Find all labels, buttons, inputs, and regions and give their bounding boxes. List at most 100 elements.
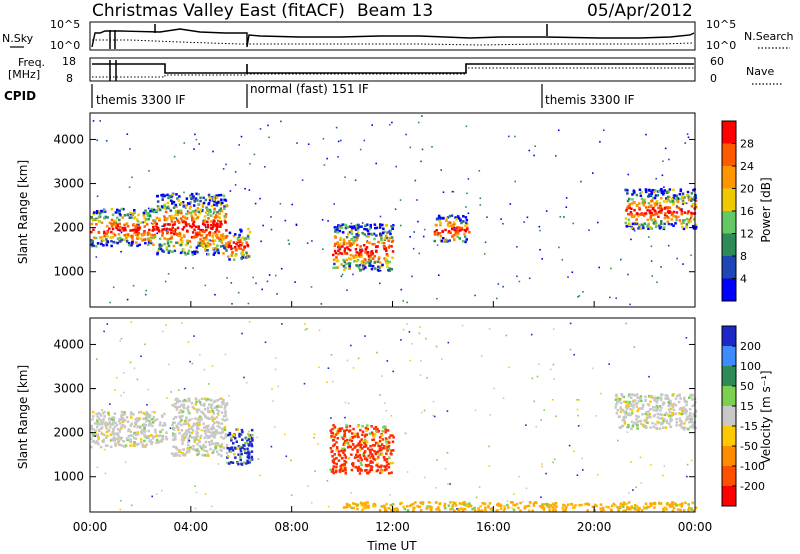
heatmap-cell: [390, 245, 393, 248]
heatmap-cell: [642, 226, 645, 230]
heatmap-cell: [96, 242, 100, 245]
heatmap-cell: [375, 234, 378, 237]
heatmap-cell: [250, 442, 253, 446]
heatmap-cell: [667, 503, 671, 507]
heatmap-cell: [249, 459, 252, 462]
scatter-cell: [464, 235, 466, 238]
heatmap-cell: [463, 232, 466, 236]
heatmap-cell: [641, 413, 644, 416]
heatmap-cell: [240, 243, 243, 247]
heatmap-cell: [179, 416, 182, 420]
heatmap-cell: [195, 430, 198, 434]
heatmap-cell: [123, 411, 126, 414]
scatter-cell: [259, 197, 261, 200]
heatmap-cell: [585, 502, 589, 505]
heatmap-cell: [209, 427, 213, 430]
scatter-cell: [303, 382, 306, 385]
heatmap-cell: [143, 423, 146, 426]
heatmap-cell: [645, 411, 648, 414]
heatmap-cell: [384, 430, 387, 434]
heatmap-cell: [673, 194, 677, 197]
scatter-cell: [465, 206, 467, 208]
scatter-cell: [680, 427, 683, 429]
heatmap-cell: [383, 465, 386, 468]
heatmap-cell: [679, 397, 682, 400]
scatter-cell: [486, 216, 488, 218]
heatmap-cell: [111, 422, 115, 425]
heatmap-cell: [123, 234, 126, 237]
heatmap-cell: [352, 254, 355, 258]
heatmap-cell: [147, 212, 150, 215]
heatmap-cell: [171, 223, 175, 227]
scatter-cell: [505, 334, 508, 337]
scatter-cell: [682, 263, 684, 265]
scatter-cell: [506, 500, 509, 502]
heatmap-cell: [164, 237, 167, 240]
scatter-cell: [214, 293, 216, 296]
heatmap-cell: [185, 417, 188, 420]
heatmap-cell: [451, 507, 454, 510]
heatmap-cell: [170, 231, 173, 235]
heatmap-cell: [120, 207, 123, 211]
heatmap-cell: [175, 205, 178, 208]
heatmap-cell: [220, 443, 224, 446]
heatmap-cell: [98, 210, 101, 213]
heatmap-cell: [354, 502, 357, 506]
heatmap-cell: [694, 426, 697, 430]
heatmap-cell: [355, 251, 358, 254]
heatmap-cell: [626, 192, 629, 195]
scatter-cell: [411, 275, 413, 278]
heatmap-cell: [670, 197, 674, 201]
scatter-cell: [162, 330, 164, 333]
heatmap-cell: [202, 201, 206, 205]
heatmap-cell: [334, 470, 338, 474]
heatmap-cell: [362, 440, 365, 443]
heatmap-cell: [178, 232, 182, 235]
heatmap-cell: [366, 504, 369, 507]
heatmap-cell: [148, 214, 152, 218]
heatmap-cell: [147, 436, 150, 439]
heatmap-cell: [205, 426, 209, 429]
heatmap-cell: [111, 213, 115, 216]
heatmap-cell: [237, 244, 240, 248]
scatter-cell: [179, 416, 182, 418]
heatmap-cell: [685, 223, 689, 226]
heatmap-cell: [542, 508, 546, 511]
heatmap-cell: [142, 238, 145, 241]
heatmap-cell: [219, 397, 222, 400]
scatter-cell: [627, 393, 630, 396]
heatmap-cell: [97, 428, 101, 432]
colorbar-segment: [722, 466, 736, 487]
heatmap-cell: [358, 448, 362, 452]
heatmap-cell: [150, 233, 153, 237]
heatmap-cell: [187, 422, 190, 426]
heatmap-cell: [692, 414, 695, 418]
heatmap-cell: [388, 244, 391, 248]
heatmap-cell: [101, 420, 104, 424]
heatmap-cell: [648, 189, 651, 192]
scatter-cell: [217, 414, 220, 417]
scatter-cell: [151, 495, 153, 498]
heatmap-cell: [384, 235, 388, 239]
heatmap-cell: [663, 189, 666, 192]
heatmap-cell: [664, 426, 668, 429]
heatmap-cell: [661, 403, 665, 406]
heatmap-cell: [694, 227, 697, 230]
heatmap-cell: [183, 216, 187, 220]
heatmap-cell: [356, 223, 360, 227]
heatmap-cell: [390, 504, 394, 507]
heatmap-cell: [121, 413, 124, 416]
heatmap-cell: [623, 420, 626, 424]
heatmap-cell: [172, 417, 175, 420]
heatmap-cell: [499, 503, 502, 506]
heatmap-cell: [368, 264, 371, 267]
heatmap-cell: [387, 246, 390, 249]
heatmap-cell: [384, 224, 388, 227]
heatmap-cell: [218, 216, 221, 219]
heatmap-cell: [157, 249, 160, 253]
heatmap-cell: [220, 431, 223, 435]
heatmap-cell: [216, 244, 219, 247]
heatmap-cell: [671, 200, 675, 203]
x-axis-label: Time UT: [366, 539, 417, 553]
heatmap-cell: [103, 410, 106, 414]
